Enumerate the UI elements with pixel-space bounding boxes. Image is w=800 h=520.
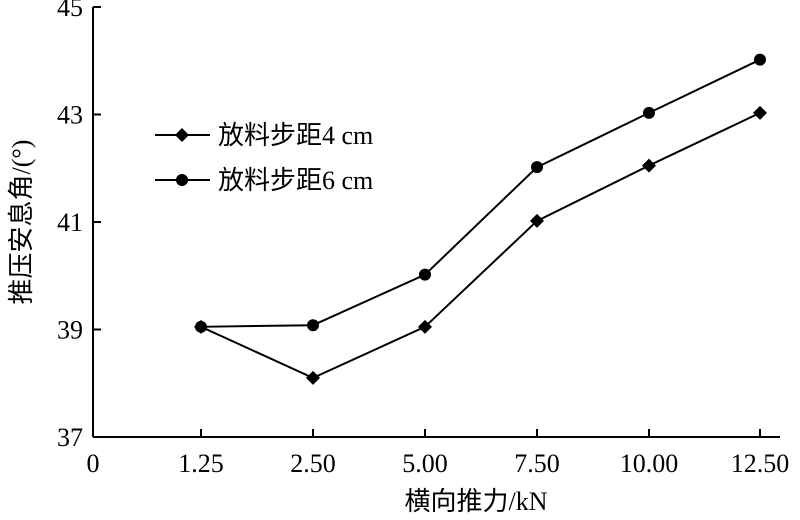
y-tick-label-2: 41 (57, 208, 83, 237)
series-layer (194, 53, 767, 385)
series-line-1 (200, 111, 761, 379)
y-tick-label-4: 45 (57, 0, 83, 22)
y-tick-label-1: 39 (57, 316, 83, 345)
x-ticks: 0 1.25 2.50 5.00 7.50 10.00 12.50 (87, 429, 790, 478)
x-tick-label-5: 12.50 (731, 449, 790, 478)
legend: 放料步距4 cm 放料步距6 cm (155, 121, 373, 195)
x-axis-title: 横向推力/kN (404, 487, 547, 516)
x-tick-label-2: 5.00 (402, 449, 448, 478)
series-1-point-5 (753, 105, 767, 120)
y-axis-title: 推压安息角/(°) (7, 140, 36, 305)
series-2-point-3 (531, 161, 543, 174)
y-tick-label-3: 43 (57, 101, 83, 130)
x-tick-label-3: 7.50 (514, 449, 560, 478)
series-2-point-5 (754, 53, 766, 66)
series-2-point-1 (307, 319, 319, 332)
series-1-point-1 (306, 370, 320, 385)
y-tick-label-0: 37 (57, 423, 83, 452)
legend-marker-series-2 (176, 174, 188, 186)
x-tick-label-0: 1.25 (178, 449, 224, 478)
series-2-point-4 (643, 106, 655, 119)
series-1-point-4 (642, 158, 656, 173)
legend-label-series-2: 放料步距6 cm (218, 166, 373, 195)
y-ticks: 37 39 41 43 45 (57, 0, 101, 452)
series-1-point-3 (530, 213, 544, 228)
axes (92, 7, 780, 438)
x-tick-label-1: 2.50 (290, 449, 336, 478)
series-2-point-2 (419, 268, 431, 281)
legend-item-series-1: 放料步距4 cm (155, 121, 373, 150)
legend-item-series-2: 放料步距6 cm (155, 166, 373, 195)
x-tick-label-origin: 0 (87, 449, 100, 478)
series-line-2 (200, 58, 761, 328)
series-2-point-0 (195, 320, 207, 333)
x-tick-label-4: 10.00 (620, 449, 679, 478)
legend-marker-series-1 (175, 128, 189, 142)
series-1-point-2 (418, 319, 432, 334)
legend-label-series-1: 放料步距4 cm (218, 121, 373, 150)
